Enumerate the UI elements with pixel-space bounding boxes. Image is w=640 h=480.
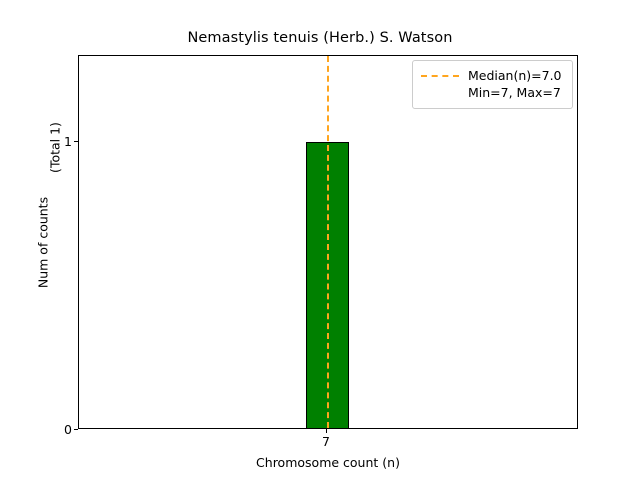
x-tick-label-7: 7 [322,434,330,449]
median-line [327,56,329,428]
plot-area [78,55,578,429]
legend: Median(n)=7.0 Min=7, Max=7 [412,60,573,109]
dashed-line-icon [421,75,459,77]
x-axis-label: Chromosome count (n) [256,455,400,470]
y-tick-mark-1 [74,141,78,142]
legend-dash-swatch [421,67,459,84]
legend-text-group: Median(n)=7.0 Min=7, Max=7 [468,67,562,101]
bar-series [79,56,577,428]
legend-label-median: Median(n)=7.0 [468,68,562,83]
legend-item-median: Median(n)=7.0 Min=7, Max=7 [421,67,564,101]
page-title: Nemastylis tenuis (Herb.) S. Watson [187,30,453,46]
x-tick-mark-7 [326,429,327,433]
y-axis-total-label: (Total 1) [47,122,63,173]
y-tick-label-0: 0 [64,422,72,437]
y-tick-label-1: 1 [64,134,72,149]
y-tick-mark-0 [74,429,78,430]
legend-label-minmax: Min=7, Max=7 [468,85,561,100]
